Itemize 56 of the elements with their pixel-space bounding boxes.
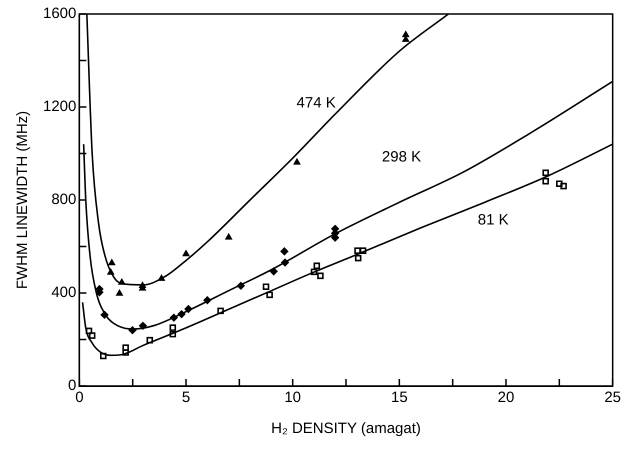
point	[360, 247, 366, 254]
point	[108, 259, 116, 266]
point	[225, 233, 232, 240]
x-tick-label: 10	[284, 389, 302, 406]
series-label: 81 K	[478, 212, 509, 229]
point	[182, 250, 190, 256]
point	[100, 310, 109, 319]
point	[556, 180, 563, 187]
point	[118, 278, 126, 285]
point	[354, 247, 361, 254]
x-tick-label: 20	[498, 389, 514, 406]
y-tick-label: 1600	[42, 5, 76, 22]
point	[116, 289, 124, 296]
y-tick-label: 400	[51, 284, 76, 302]
point	[107, 268, 114, 275]
series-label: 474 K	[296, 94, 336, 112]
point	[560, 182, 567, 190]
x-tick-label: 15	[391, 389, 408, 406]
point	[178, 310, 186, 318]
point	[217, 308, 224, 314]
point	[203, 296, 212, 304]
point	[170, 324, 176, 331]
point	[542, 170, 549, 176]
x-axis-title: H₂ DENSITY (amagat)	[271, 420, 421, 438]
point	[317, 272, 324, 280]
point	[122, 349, 129, 356]
point	[128, 326, 136, 334]
point	[86, 328, 92, 334]
point	[184, 305, 192, 314]
point	[293, 158, 300, 165]
point	[270, 267, 278, 276]
point	[170, 314, 178, 322]
point	[402, 30, 410, 38]
x-tick-label: 5	[182, 389, 190, 406]
point	[138, 322, 147, 330]
point	[100, 352, 107, 360]
y-tick-label: 0	[68, 377, 76, 394]
point	[314, 262, 320, 270]
point	[88, 332, 96, 339]
point	[310, 268, 318, 276]
point	[354, 254, 362, 262]
point	[236, 282, 245, 290]
point	[122, 344, 129, 351]
x-tick-label: 25	[604, 389, 621, 406]
series-label: 298 K	[382, 148, 422, 166]
point	[158, 274, 166, 281]
point	[542, 178, 549, 184]
y-tick-label: 1200	[42, 98, 76, 116]
point	[170, 330, 176, 338]
point	[262, 283, 270, 290]
point	[281, 258, 290, 267]
point	[280, 247, 288, 256]
y-tick-label: 800	[51, 191, 76, 208]
point	[266, 292, 273, 298]
point	[146, 336, 154, 344]
y-axis-title: FWHM LINEWIDTH (MHz)	[14, 110, 32, 290]
